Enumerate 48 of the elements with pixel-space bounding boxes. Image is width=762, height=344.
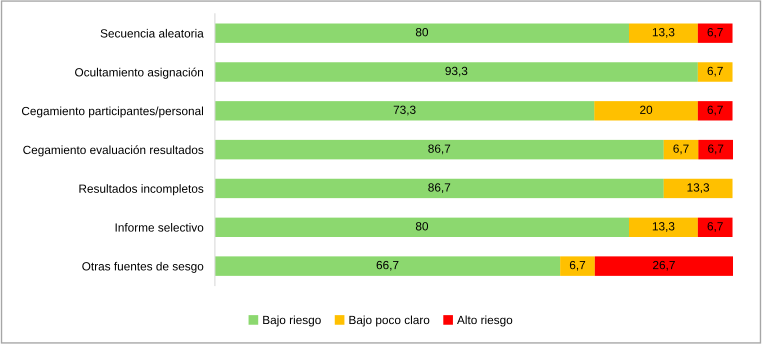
data-label: 80: [416, 28, 428, 36]
data-label: 6,7: [708, 106, 723, 116]
data-label: 20: [640, 106, 652, 114]
bar: [214, 62, 698, 82]
data-label: 73,3: [394, 106, 416, 116]
bar: [594, 256, 734, 276]
data-label: 6,7: [673, 144, 689, 154]
bar: [214, 140, 664, 160]
bar: [664, 140, 698, 160]
data-label: 86,7: [428, 144, 450, 154]
data-label: 6,7: [708, 28, 723, 38]
bar: [698, 218, 733, 237]
y-tick-label: Cegamiento participantes/personal: [22, 106, 203, 118]
bar: [698, 140, 734, 160]
bar: [214, 218, 629, 237]
data-label: 6,7: [708, 144, 724, 154]
bar: [629, 218, 698, 237]
data-label: 6,7: [708, 222, 723, 232]
data-label: 13,3: [652, 222, 674, 232]
data-label: 86,7: [428, 183, 450, 194]
bar: [214, 23, 629, 43]
y-tick-label: Informe selectivo: [116, 223, 204, 232]
bar: [594, 101, 698, 121]
y-tick-label: Otras fuentes de sesgo: [82, 262, 204, 273]
data-label: 80: [416, 222, 428, 230]
data-label: 26,7: [653, 260, 675, 271]
bar: [698, 62, 733, 82]
bar: [629, 23, 698, 43]
data-label: 6,7: [708, 66, 723, 77]
bar: [560, 256, 595, 276]
y-tick-label: Cegamiento evaluación resultados: [23, 145, 204, 156]
bar: [664, 178, 733, 198]
data-label: 13,3: [652, 28, 674, 38]
data-label: 6,7: [570, 260, 586, 271]
bar: [214, 101, 594, 121]
bar: [214, 178, 664, 198]
data-label: 93,3: [445, 66, 468, 77]
data-label: 66,7: [376, 260, 398, 271]
legend-label: Bajo riesgo: [263, 315, 321, 326]
legend-label: Alto riesgo: [457, 315, 512, 326]
y-tick-label: Secuencia aleatoria: [100, 28, 204, 38]
data-label: 13,3: [688, 183, 710, 194]
y-tick-label: Ocultamiento asignación: [75, 68, 204, 79]
bar: [698, 101, 733, 121]
bar: [698, 23, 733, 43]
legend-label: Bajo poco claro: [349, 315, 430, 326]
y-tick-label: Resultados incompletos: [79, 184, 204, 196]
bar: [214, 256, 560, 276]
